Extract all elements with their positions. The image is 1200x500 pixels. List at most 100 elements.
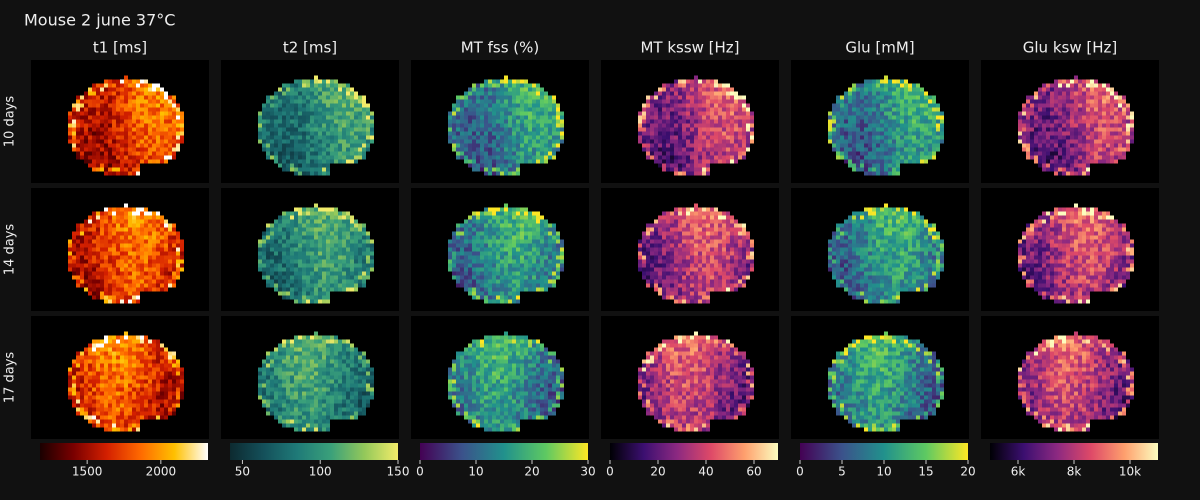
- image-pixel: [548, 355, 552, 360]
- image-pixel: [160, 139, 164, 144]
- image-pixel: [322, 407, 326, 412]
- image-pixel: [124, 207, 128, 212]
- image-pixel: [100, 355, 104, 360]
- image-pixel: [322, 207, 326, 212]
- image-pixel: [124, 223, 128, 228]
- image-pixel: [366, 399, 370, 404]
- image-pixel: [144, 379, 148, 384]
- image-pixel: [346, 339, 350, 344]
- image-pixel: [476, 107, 480, 112]
- image-pixel: [322, 267, 326, 272]
- image-pixel: [294, 139, 298, 144]
- image-pixel: [140, 383, 144, 388]
- image-pixel: [108, 231, 112, 236]
- image-pixel: [302, 267, 306, 272]
- image-pixel: [172, 115, 176, 120]
- image-pixel: [508, 379, 512, 384]
- image-pixel: [152, 371, 156, 376]
- image-pixel: [358, 251, 362, 256]
- image-pixel: [80, 259, 84, 264]
- image-pixel: [104, 375, 108, 380]
- image-pixel: [472, 395, 476, 400]
- image-pixel: [330, 135, 334, 140]
- image-pixel: [354, 231, 358, 236]
- image-pixel: [282, 283, 286, 288]
- image-pixel: [278, 271, 282, 276]
- image-pixel: [366, 363, 370, 368]
- image-pixel: [532, 95, 536, 100]
- image-pixel: [544, 387, 548, 392]
- image-pixel: [298, 355, 302, 360]
- image-pixel: [322, 243, 326, 248]
- image-pixel: [100, 99, 104, 104]
- image-pixel: [504, 151, 508, 156]
- image-pixel: [302, 239, 306, 244]
- image-pixel: [298, 139, 302, 144]
- image-pixel: [354, 131, 358, 136]
- image-pixel: [128, 359, 132, 364]
- image-pixel: [80, 395, 84, 400]
- image-pixel: [176, 391, 180, 396]
- image-pixel: [104, 111, 108, 116]
- image-pixel: [172, 403, 176, 408]
- image-pixel: [160, 287, 164, 292]
- image-pixel: [298, 135, 302, 140]
- image-pixel: [88, 139, 92, 144]
- image-pixel: [104, 283, 108, 288]
- image-pixel: [548, 115, 552, 120]
- image-pixel: [516, 271, 520, 276]
- image-pixel: [274, 223, 278, 228]
- image-pixel: [362, 235, 366, 240]
- image-pixel: [96, 375, 100, 380]
- colorbar: [40, 443, 208, 460]
- image-pixel: [140, 415, 144, 420]
- image-pixel: [310, 391, 314, 396]
- image-pixel: [302, 399, 306, 404]
- image-pixel: [84, 371, 88, 376]
- image-pixel: [314, 331, 318, 336]
- image-pixel: [548, 251, 552, 256]
- image-pixel: [152, 375, 156, 380]
- image-pixel: [322, 231, 326, 236]
- image-pixel: [358, 355, 362, 360]
- image-pixel: [342, 99, 346, 104]
- image-pixel: [480, 223, 484, 228]
- image-pixel: [152, 411, 156, 416]
- image-pixel: [516, 239, 520, 244]
- image-pixel: [136, 419, 140, 424]
- image-pixel: [456, 135, 460, 140]
- image-pixel: [274, 351, 278, 356]
- image-pixel: [136, 387, 140, 392]
- image-pixel: [124, 407, 128, 412]
- image-pixel: [488, 403, 492, 408]
- image-pixel: [144, 359, 148, 364]
- image-pixel: [116, 391, 120, 396]
- image-pixel: [338, 95, 342, 100]
- image-pixel: [556, 359, 560, 364]
- image-pixel: [72, 267, 76, 272]
- image-pixel: [120, 127, 124, 132]
- image-pixel: [500, 83, 504, 88]
- image-pixel: [120, 419, 124, 424]
- image-pixel: [266, 411, 270, 416]
- image-pixel: [164, 379, 168, 384]
- image-pixel: [338, 227, 342, 232]
- image-pixel: [112, 419, 116, 424]
- image-pixel: [132, 279, 136, 284]
- image-pixel: [516, 275, 520, 280]
- image-pixel: [88, 247, 92, 252]
- image-pixel: [318, 167, 322, 172]
- image-pixel: [274, 227, 278, 232]
- image-pixel: [528, 363, 532, 368]
- image-pixel: [270, 247, 274, 252]
- image-pixel: [476, 247, 480, 252]
- image-pixel: [128, 115, 132, 120]
- image-pixel: [314, 395, 318, 400]
- image-pixel: [156, 135, 160, 140]
- image-pixel: [88, 251, 92, 256]
- image-pixel: [96, 123, 100, 128]
- image-pixel: [350, 87, 354, 92]
- image-pixel: [294, 259, 298, 264]
- image-pixel: [148, 215, 152, 220]
- image-pixel: [330, 143, 334, 148]
